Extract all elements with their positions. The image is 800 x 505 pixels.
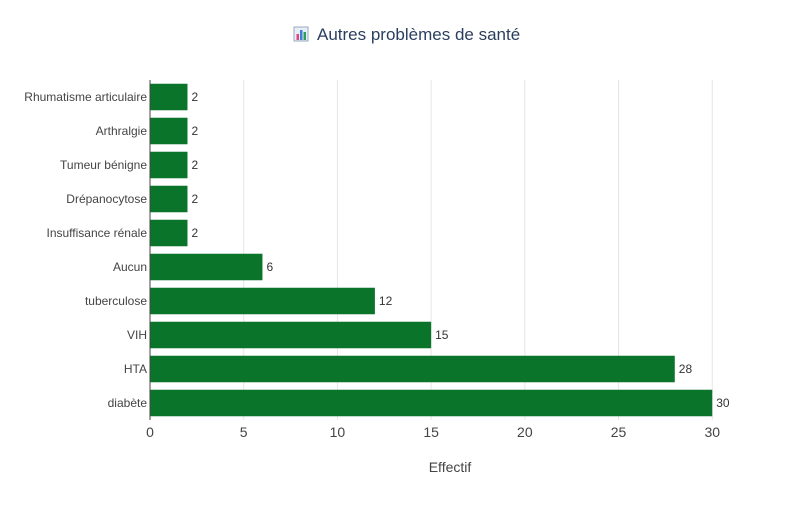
y-category-label: VIH [127, 328, 147, 342]
bar[interactable] [150, 321, 432, 349]
bar-value-label: 2 [191, 226, 198, 240]
y-category-label: Insuffisance rénale [46, 226, 147, 240]
bar[interactable] [150, 355, 675, 383]
y-category-label: Rhumatisme articulaire [24, 90, 147, 104]
bar[interactable] [150, 253, 263, 281]
x-tick-label: 15 [423, 424, 439, 440]
bar-value-label: 2 [191, 124, 198, 138]
chart-title-group: Autres problèmes de santé [293, 25, 520, 44]
y-category-label: Drépanocytose [66, 192, 147, 206]
bar-value-label: 2 [191, 192, 198, 206]
bar-value-label: 30 [716, 396, 730, 410]
x-tick-label: 25 [611, 424, 627, 440]
bar[interactable] [150, 185, 188, 213]
x-tick-label: 10 [330, 424, 346, 440]
bar-value-label: 6 [266, 260, 273, 274]
grid-layer [243, 80, 713, 420]
y-category-label: Tumeur bénigne [60, 158, 147, 172]
chart-title: Autres problèmes de santé [317, 25, 520, 44]
bar-value-label: 12 [379, 294, 393, 308]
x-axis-title: Effectif [429, 459, 472, 475]
bar[interactable] [150, 83, 188, 111]
x-tick-label: 30 [704, 424, 720, 440]
labels-layer: 0 5 10 15 20 25 30 diabète 30 HTA 28 VIH 15 tuberculo… [24, 90, 730, 440]
y-category-label: Aucun [113, 260, 147, 274]
bar[interactable] [150, 287, 375, 315]
bar-value-label: 15 [435, 328, 449, 342]
bar[interactable] [150, 389, 713, 417]
y-category-label: tuberculose [85, 294, 147, 308]
x-tick-label: 5 [240, 424, 248, 440]
y-category-label: diabète [108, 396, 148, 410]
x-tick-label: 0 [146, 424, 154, 440]
bar-chart-icon [293, 26, 309, 42]
bars-layer [150, 83, 713, 417]
bar-value-label: 2 [191, 90, 198, 104]
bar-value-label: 28 [679, 362, 693, 376]
bar[interactable] [150, 117, 188, 145]
y-category-label: Arthralgie [96, 124, 148, 138]
bar[interactable] [150, 219, 188, 247]
x-tick-label: 20 [517, 424, 533, 440]
y-category-label: HTA [124, 362, 147, 376]
bar[interactable] [150, 151, 188, 179]
bar-value-label: 2 [191, 158, 198, 172]
